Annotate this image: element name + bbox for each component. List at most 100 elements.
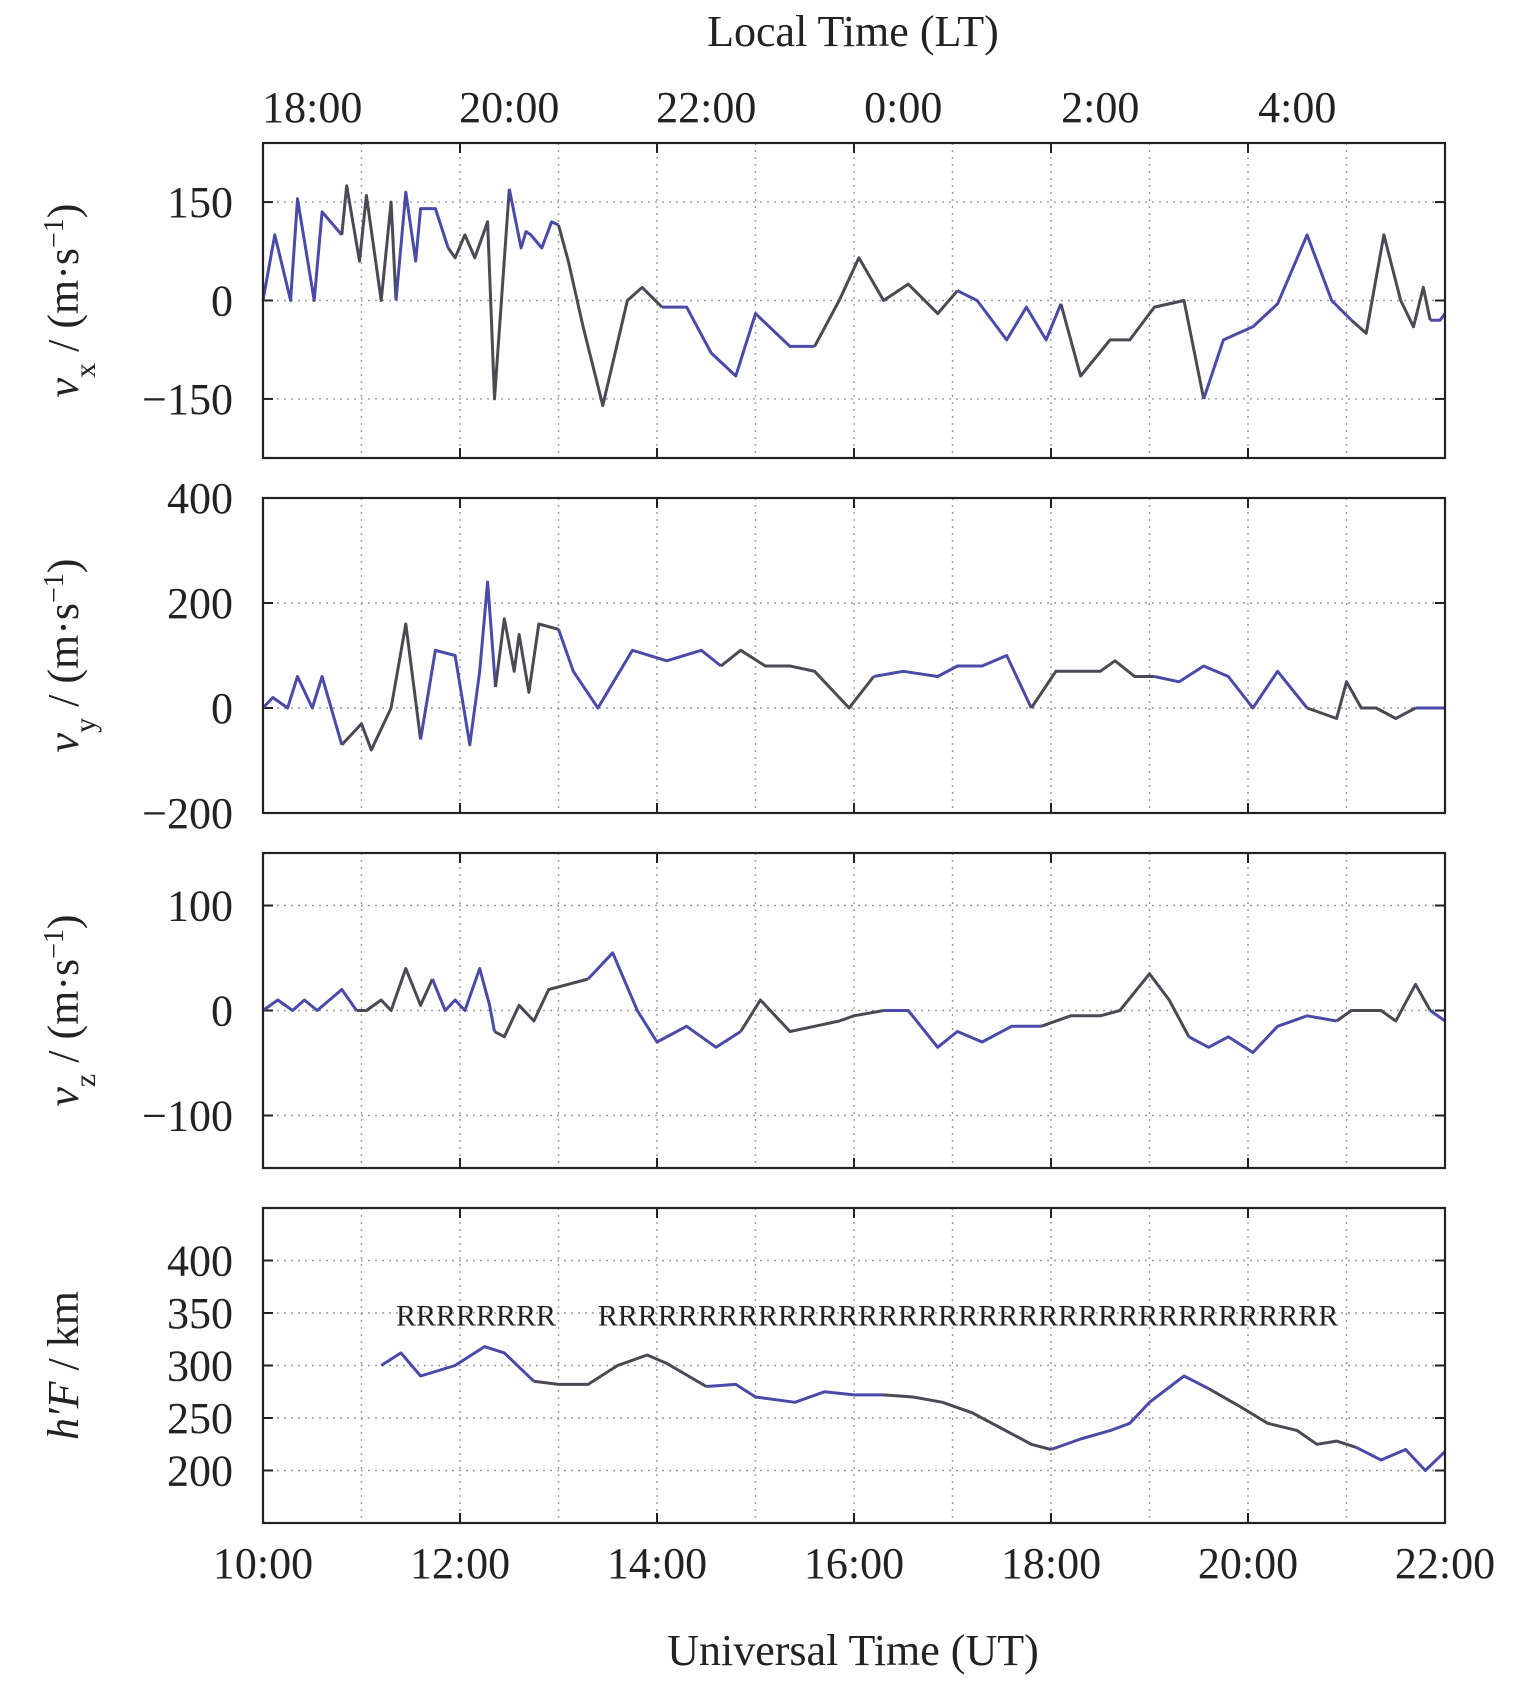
y-axis-title: vx / (m·s−1) (39, 204, 102, 398)
series-line-hF (1050, 1374, 1210, 1451)
bottom-tick-label: 14:00 (607, 1539, 707, 1588)
y-axis-title-units-close: ) (39, 204, 88, 219)
panel-vy: −200 0 200 400 vy / (m·s−1) (39, 474, 1447, 838)
top-tick-label: 20:00 (459, 83, 559, 132)
bottom-tick-label: 22:00 (1395, 1539, 1495, 1588)
series-line-hF (1207, 1387, 1357, 1449)
series-line-vy (1306, 680, 1417, 720)
series-line-hF (1355, 1446, 1447, 1472)
top-tick-labels: 18:00 20:00 22:00 0:00 2:00 4:00 (262, 83, 1336, 132)
y-tick-label: −150 (142, 375, 233, 424)
series-line-vz (431, 967, 496, 1032)
bottom-tick-label: 10:00 (213, 1539, 313, 1588)
series-line-vy (1030, 659, 1155, 709)
y-tick-label: 350 (167, 1289, 233, 1338)
panel-frame (261, 851, 1447, 1170)
top-axis-title: Local Time (LT) (707, 7, 999, 56)
y-tick-label: −100 (142, 1092, 233, 1141)
y-axis-title-sub: x (69, 363, 102, 378)
y-axis-title: vz / (m·s−1) (39, 914, 102, 1106)
panel-frame (261, 1206, 1447, 1525)
top-tick-label: 4:00 (1258, 83, 1336, 132)
panel-vz: −100 0 100 vz / (m·s−1) (39, 851, 1447, 1170)
series-line-vx (1430, 312, 1447, 322)
series-line-vz (1188, 1014, 1337, 1054)
series-line-vz (883, 1009, 1042, 1049)
series-line-vy (873, 654, 1033, 709)
panel-frame (261, 141, 1447, 460)
top-tick-label: 2:00 (1061, 83, 1139, 132)
series-line-vx (557, 224, 663, 407)
series-line-vz (493, 977, 589, 1039)
series-line-hF (883, 1393, 1052, 1451)
series-line-vy (720, 648, 875, 710)
y-tick-label: 200 (167, 1447, 233, 1496)
y-axis-title-sub: z (69, 1074, 102, 1087)
series-line-vy (1154, 664, 1309, 710)
y-axis-title-units-close: ) (39, 559, 88, 574)
y-axis-title-var: h′F (39, 1380, 88, 1440)
y-axis-title-sup: −1 (39, 218, 70, 248)
y-axis-title: h′F / km (39, 1291, 88, 1440)
y-tick-label: −200 (142, 789, 233, 838)
series-line-vx (1202, 233, 1353, 400)
series-line-hF (706, 1382, 884, 1404)
top-tick-label: 0:00 (864, 83, 942, 132)
bottom-tick-label: 12:00 (410, 1539, 510, 1588)
top-tick-label: 22:00 (656, 83, 756, 132)
y-axis-title-units: / (m·s (39, 248, 88, 363)
series-line-vy (557, 628, 722, 710)
y-axis-title-var: v (39, 732, 88, 752)
bottom-tick-label: 18:00 (1001, 1539, 1101, 1588)
series-line-vx (813, 256, 959, 348)
annotation-label: RRRRRRRR (396, 1300, 556, 1333)
panel-vx: −150 0 150 vx / (m·s−1) (39, 141, 1447, 460)
y-tick-label: 0 (211, 277, 233, 326)
y-axis-title-sup: −1 (39, 573, 70, 603)
y-axis-title-units: / (m·s (39, 603, 88, 718)
y-axis-title: vy / (m·s−1) (39, 559, 102, 753)
y-tick-label: 200 (167, 579, 233, 628)
y-axis-title-var: v (39, 1087, 88, 1107)
series-line-vz (1040, 972, 1191, 1038)
series-line-vz (356, 967, 434, 1012)
bottom-tick-label: 20:00 (1198, 1539, 1298, 1588)
series-line-vx (1350, 233, 1432, 335)
bottom-tick-label: 16:00 (804, 1539, 904, 1588)
series-line-vz (1429, 1009, 1446, 1023)
bottom-tick-labels: 10:00 12:00 14:00 16:00 18:00 20:00 22:00 (213, 1539, 1495, 1588)
y-axis-title-sup: −1 (39, 929, 70, 959)
series-line-vy (261, 675, 344, 746)
series-line-vz (1335, 982, 1432, 1023)
y-tick-label: 400 (167, 1237, 233, 1286)
series-line-vx (446, 188, 511, 401)
series-line-vz (262, 988, 358, 1012)
y-axis-title-units: / (m·s (39, 959, 88, 1074)
y-axis-title-var: v (39, 377, 88, 397)
series-line-hF (380, 1345, 535, 1383)
series-line-vy (340, 622, 423, 752)
y-tick-label: 0 (211, 987, 233, 1036)
series-line-vy (419, 580, 497, 747)
series-line-vz (739, 998, 884, 1033)
series-line-vz (587, 951, 742, 1049)
y-tick-label: 400 (167, 474, 233, 523)
y-tick-label: 100 (167, 882, 233, 931)
series-line-vx (507, 188, 560, 250)
series-line-vx (261, 197, 343, 302)
panel-frame (261, 496, 1447, 815)
top-tick-label: 18:00 (262, 83, 362, 132)
series-line-hF (533, 1353, 708, 1388)
y-tick-label: 150 (167, 178, 233, 227)
series-line-vx (661, 305, 815, 378)
series-line-vx (394, 190, 450, 301)
series-line-vx (1059, 299, 1206, 400)
y-tick-label: 250 (167, 1394, 233, 1443)
y-axis-title-sub: y (69, 718, 102, 733)
series-line-vy (494, 617, 559, 694)
y-tick-label: 300 (167, 1342, 233, 1391)
y-axis-title-units-close: ) (39, 914, 88, 929)
